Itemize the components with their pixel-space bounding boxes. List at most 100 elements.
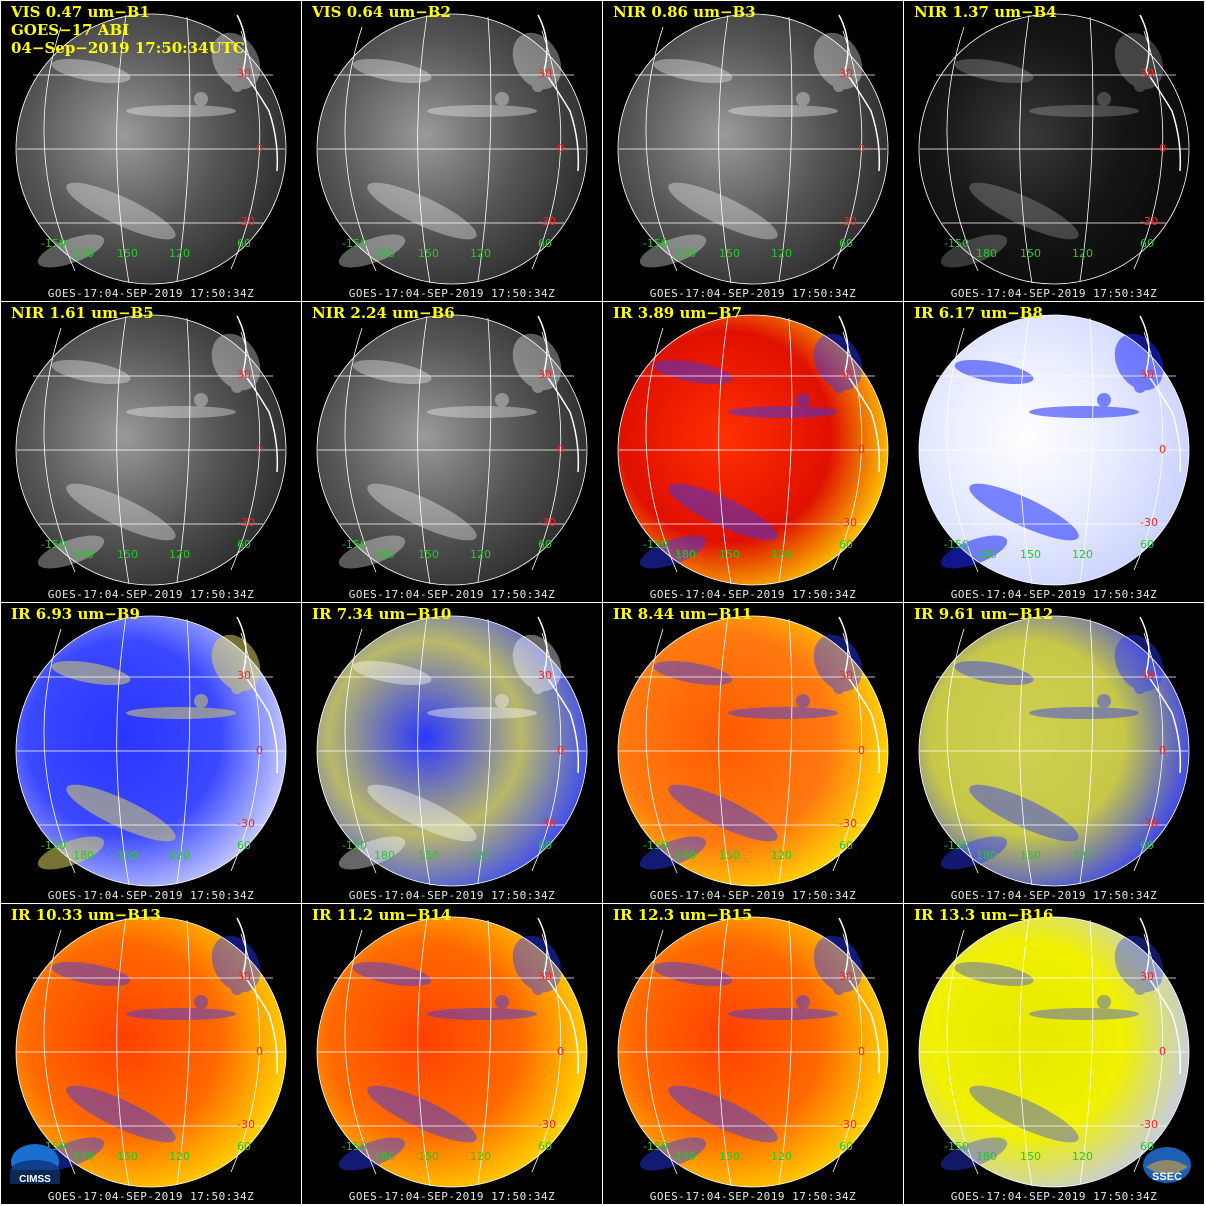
- longitude-label: 150: [117, 1150, 138, 1163]
- earth-disk-image: 30 0 -30 -150 180 150 120 60: [316, 916, 588, 1188]
- longitude-label: 150: [418, 1150, 439, 1163]
- longitude-label: 180: [976, 247, 997, 260]
- latitude-label: 30: [538, 970, 552, 983]
- longitude-label: 150: [1020, 849, 1041, 862]
- latitude-label: -30: [538, 215, 556, 228]
- latitude-label: -30: [237, 1118, 255, 1131]
- longitude-label: 180: [73, 548, 94, 561]
- latitude-label: -30: [839, 516, 857, 529]
- graticule: [617, 916, 889, 1188]
- longitude-label: 180: [374, 849, 395, 862]
- longitude-label: -150: [944, 839, 969, 852]
- longitude-label: 120: [470, 849, 491, 862]
- latitude-label: 0: [858, 1045, 865, 1058]
- latitude-label: 0: [256, 142, 263, 155]
- longitude-label: 180: [976, 548, 997, 561]
- graticule: [316, 916, 588, 1188]
- graticule: [316, 13, 588, 285]
- band-panel: 30 0 -30 -150 180 150 120 60 IR 7.34 um−B10 GOES-…: [302, 603, 602, 903]
- longitude-label: 60: [237, 839, 251, 852]
- panel-footer: GOES-17:04-SEP-2019 17:50:34Z: [950, 287, 1158, 300]
- ssec-logo: SSEC: [1140, 1145, 1194, 1185]
- longitude-label: 120: [771, 1150, 792, 1163]
- latitude-label: 0: [858, 443, 865, 456]
- longitude-label: 180: [374, 548, 395, 561]
- latitude-label: 0: [858, 744, 865, 757]
- graticule: [918, 13, 1190, 285]
- latitude-label: -30: [1140, 215, 1158, 228]
- latitude-label: -30: [538, 1118, 556, 1131]
- panel-footer: GOES-17:04-SEP-2019 17:50:34Z: [950, 889, 1158, 902]
- graticule: [617, 314, 889, 586]
- longitude-label: 60: [237, 237, 251, 250]
- band-panel: 30 0 -30 -150 180 150 120 60 IR 3.89 um−B7 GOES-1…: [603, 302, 903, 602]
- ssec-logo-icon: SSEC: [1143, 1147, 1191, 1183]
- longitude-label: 120: [1072, 1150, 1093, 1163]
- band-panel: 30 0 -30 -150 180 150 120 60 IR 9.61 um−B12 GOES-…: [904, 603, 1204, 903]
- graticule: [316, 615, 588, 887]
- band-panel: 30 0 -30 -150 180 150 120 60 IR 6.17 um−B8 GOES-1…: [904, 302, 1204, 602]
- band-panel: 30 0 -30 -150 180 150 120 60 NIR 2.24 um−B6 GOES-…: [302, 302, 602, 602]
- cimss-logo-icon: CIMSS: [10, 1144, 60, 1185]
- longitude-label: 180: [976, 1150, 997, 1163]
- latitude-label: 30: [538, 669, 552, 682]
- latitude-label: -30: [237, 817, 255, 830]
- earth-disk-image: 30 0 -30 -150 180 150 120 60: [617, 615, 889, 887]
- latitude-label: 0: [557, 443, 564, 456]
- latitude-label: 0: [256, 443, 263, 456]
- panel-footer: GOES-17:04-SEP-2019 17:50:34Z: [649, 1190, 857, 1203]
- panel-footer: GOES-17:04-SEP-2019 17:50:34Z: [649, 287, 857, 300]
- longitude-label: 150: [719, 1150, 740, 1163]
- longitude-label: -150: [41, 237, 66, 250]
- earth-disk-image: 30 0 -30 -150 180 150 120 60: [617, 916, 889, 1188]
- latitude-label: 30: [237, 970, 251, 983]
- panel-footer: GOES-17:04-SEP-2019 17:50:34Z: [348, 588, 556, 601]
- longitude-label: 180: [73, 1150, 94, 1163]
- longitude-label: 150: [418, 247, 439, 260]
- latitude-label: 30: [538, 368, 552, 381]
- earth-disk-image: 30 0 -30 -150 180 150 120 60: [15, 615, 287, 887]
- earth-disk-image: 30 0 -30 -150 180 150 120 60: [15, 13, 287, 285]
- graticule: [918, 916, 1190, 1188]
- cimss-logo-text: CIMSS: [19, 1174, 51, 1185]
- longitude-label: 60: [839, 538, 853, 551]
- longitude-label: 180: [675, 849, 696, 862]
- longitude-label: 120: [771, 548, 792, 561]
- band-title: VIS 0.47 um−B1: [11, 3, 150, 21]
- latitude-label: 0: [557, 142, 564, 155]
- panel-footer: GOES-17:04-SEP-2019 17:50:34Z: [348, 889, 556, 902]
- longitude-label: 60: [1140, 538, 1154, 551]
- latitude-label: 30: [839, 970, 853, 983]
- latitude-label: 0: [1159, 1045, 1166, 1058]
- earth-disk-image: 30 0 -30 -150 180 150 120 60: [316, 615, 588, 887]
- panel-footer: GOES-17:04-SEP-2019 17:50:34Z: [47, 1190, 255, 1203]
- graticule: [617, 615, 889, 887]
- longitude-label: -150: [41, 839, 66, 852]
- cimss-logo: CIMSS: [8, 1140, 62, 1188]
- longitude-label: -150: [643, 538, 668, 551]
- longitude-label: 60: [1140, 839, 1154, 852]
- longitude-label: -150: [643, 839, 668, 852]
- cloud-features: [37, 32, 261, 268]
- longitude-label: 60: [538, 237, 552, 250]
- latitude-label: -30: [538, 817, 556, 830]
- earth-disk-image: 30 0 -30 -150 180 150 120 60: [15, 314, 287, 586]
- timestamp: 04−Sep−2019 17:50:34UTC: [11, 39, 245, 57]
- latitude-label: 0: [858, 142, 865, 155]
- latitude-label: 30: [237, 67, 251, 80]
- panel-footer: GOES-17:04-SEP-2019 17:50:34Z: [47, 588, 255, 601]
- band-panel: 30 0 -30 -150 180 150 120 60 NIR 1.37 um−B4 GOES-…: [904, 1, 1204, 301]
- longitude-label: 180: [73, 247, 94, 260]
- longitude-label: 120: [1072, 548, 1093, 561]
- latitude-label: -30: [237, 516, 255, 529]
- longitude-label: 150: [117, 247, 138, 260]
- latitude-label: -30: [538, 516, 556, 529]
- latitude-label: -30: [839, 817, 857, 830]
- band-title: IR 13.3 um−B16: [914, 906, 1054, 924]
- longitude-label: 60: [839, 237, 853, 250]
- latitude-label: 30: [237, 669, 251, 682]
- longitude-label: 60: [839, 839, 853, 852]
- earth-disk-image: 30 0 -30 -150 180 150 120 60: [918, 13, 1190, 285]
- latitude-label: 30: [1140, 368, 1154, 381]
